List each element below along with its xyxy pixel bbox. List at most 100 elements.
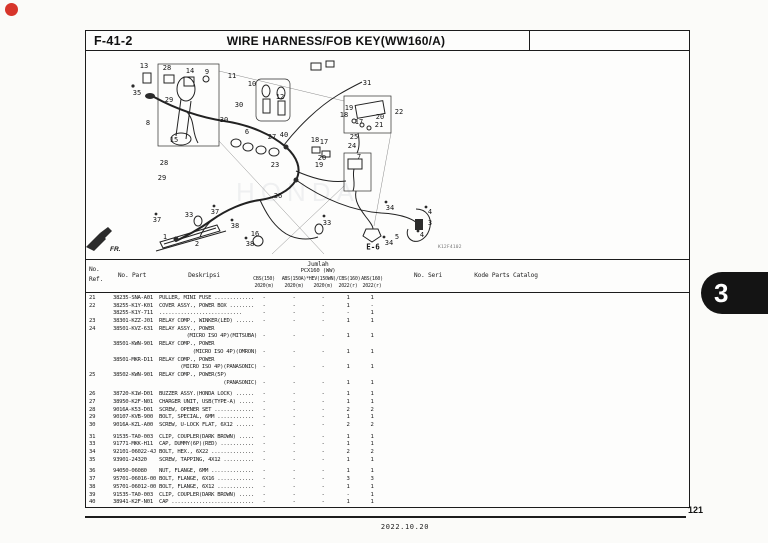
- qty-cell: 1: [346, 414, 350, 421]
- diagram-callout-24: 24: [347, 142, 357, 150]
- part-number-cell: 38502-KWN-901: [113, 371, 153, 378]
- diagram-callout-30: 30: [234, 101, 244, 109]
- description-cell: BOLT, SPECIAL, 6MM ............: [159, 414, 255, 421]
- description-cell: BOLT, HEX., 6X22 ..............: [159, 449, 255, 456]
- diagram-callout-38: 38: [230, 222, 240, 230]
- diagram-callout-18: 18: [339, 111, 349, 119]
- qty-cell: -: [346, 491, 350, 498]
- ref-no-cell: 23: [89, 318, 96, 325]
- part-number-cell: 38501-KVZ-631: [113, 325, 153, 332]
- qty-cell: -: [292, 476, 296, 483]
- qty-cell: -: [321, 476, 325, 483]
- qty-cell: -: [292, 398, 296, 405]
- qty-cell: -: [292, 468, 296, 475]
- part-number-cell: 38255-K1Y-K01: [113, 302, 153, 309]
- diagram-callout-14: 14: [185, 67, 195, 75]
- qty-cell: -: [262, 441, 266, 448]
- qty-cell: -: [262, 333, 266, 340]
- description-cell: CHARGER UNIT, USB(TYPE-A) .....: [159, 398, 255, 405]
- part-number-cell: 91535-TA0-003: [113, 491, 153, 498]
- table-row: 37 95701-06016-00 BOLT, FLANGE, 6X16 .....…: [86, 476, 689, 484]
- diagram-callout-38: 38: [245, 240, 255, 248]
- table-row: 33 91771-MKK-H11 CAP, DUMMY(6P)(RED) .....…: [86, 441, 689, 449]
- part-number-cell: 9016A-KZL-A00: [113, 422, 153, 428]
- ref-no-cell: 21: [89, 295, 96, 301]
- description-cell: (MICRO ISO 4P)(MITSUBA): [186, 333, 257, 340]
- table-row: 40 38941-K2F-N01 CAP .....................…: [86, 499, 689, 507]
- description-cell: RELAY ASSY., POWER: [159, 325, 215, 332]
- col-ref-line1: No.: [89, 266, 100, 273]
- table-row: 38501-MKR-D11 RELAY COMP., POWER: [86, 357, 689, 365]
- part-number-cell: 38941-K2F-N01: [113, 499, 153, 506]
- qty-cell: -: [292, 318, 296, 325]
- diagram-callout-18: 18: [310, 136, 320, 144]
- table-header: No. Ref. No. Part Deskripsi Jumlah PCX16…: [86, 259, 689, 293]
- table-row: 30 9016A-KZL-A00 SCREW, U-LOCK FLAT, 6X12 …: [86, 422, 689, 430]
- table-row: (MICRO ISO 4P)(PANASONIC) - - -1 1: [86, 364, 689, 372]
- description-cell: NUT, FLANGE, 6MM ..............: [159, 468, 255, 475]
- header-divider: [529, 31, 530, 51]
- diagram-callout-15: 15: [169, 136, 179, 144]
- table-row: 31 91535-TA0-003 CLIP, COUPLER(DARK BROWN)…: [86, 434, 689, 442]
- qty-cell: -: [262, 414, 266, 421]
- qty-cell: 1: [370, 398, 374, 405]
- page-title: WIRE HARNESS/FOB KEY(WW160/A): [226, 34, 446, 48]
- col-model: PCX160 (WW): [300, 268, 336, 274]
- diagram-callout-8: 8: [145, 119, 151, 127]
- ref-no-cell: 38: [89, 483, 96, 490]
- diagram-callout-36: 36: [273, 192, 283, 200]
- qty-cell: -: [292, 302, 296, 309]
- ref-no-cell: 29: [89, 414, 96, 421]
- ref-no-cell: 24: [89, 325, 96, 332]
- qty-cell: -: [292, 333, 296, 340]
- diagram-callout-29: 29: [157, 174, 167, 182]
- col-year: 2020(m): [313, 283, 333, 289]
- qty-cell: -: [292, 441, 296, 448]
- diagram-callout-6: 6: [244, 128, 250, 136]
- qty-cell: -: [262, 379, 266, 386]
- qty-cell: 1: [370, 491, 374, 498]
- qty-cell: 1: [370, 348, 374, 355]
- qty-cell: -: [262, 491, 266, 498]
- table-row: 38501-KWN-901 RELAY COMP., POWER: [86, 341, 689, 349]
- diagram-callout-17: 17: [354, 118, 364, 126]
- col-variant-first: CBS(150): [253, 276, 275, 282]
- qty-cell: -: [262, 422, 266, 428]
- description-cell: SCREW, U-LOCK FLAT, 6X12 ......: [159, 422, 255, 428]
- part-number-cell: 92101-06022-4J: [113, 449, 156, 456]
- qty-cell: -: [321, 449, 325, 456]
- diagram-callout-34: 34: [384, 239, 394, 247]
- diagram-callout-12: 12: [275, 93, 285, 101]
- ref-no-cell: 27: [89, 398, 96, 405]
- catalog-page-frame: F-41-2 WIRE HARNESS/FOB KEY(WW160/A) HON…: [85, 30, 690, 508]
- ref-no-cell: 26: [89, 391, 96, 398]
- footer-date: 2022.10.20: [380, 523, 430, 531]
- qty-cell: -: [321, 491, 325, 498]
- fr-stamp: FR.: [110, 246, 121, 253]
- qty-cell: -: [262, 483, 266, 490]
- description-cell: CLIP, COUPLER(DARK BROWN) .....: [159, 491, 255, 498]
- diagram-callout-28: 28: [159, 159, 169, 167]
- part-number-cell: 38255-K1Y-711: [113, 310, 153, 317]
- qty-cell: 1: [346, 441, 350, 448]
- table-row: 26 38720-K1W-D01 BUZZER ASSY.(HONDA LOCK) …: [86, 391, 689, 399]
- table-row: 38 95701-06012-00 BOLT, FLANGE, 6X12 .....…: [86, 484, 689, 492]
- section-tab-number: 3: [714, 278, 729, 308]
- diagram-callout-11: 11: [227, 72, 237, 80]
- qty-cell: -: [292, 348, 296, 355]
- qty-cell: 1: [346, 364, 350, 371]
- diagram-area: HONDA: [86, 51, 689, 259]
- diagram-callout-25: 25: [349, 133, 359, 141]
- diagram-callout-33: 33: [322, 219, 332, 227]
- ref-no-cell: 39: [89, 491, 96, 498]
- qty-cell: 1: [370, 379, 374, 386]
- description-cell: (MICRO ISO 4P)(OMRON): [192, 348, 258, 355]
- qty-cell: 1: [346, 302, 350, 309]
- qty-cell: -: [292, 422, 296, 428]
- part-number-cell: 93901-24320: [113, 456, 147, 463]
- qty-cell: 2: [370, 406, 374, 413]
- diagram-callout-10: 10: [247, 80, 257, 88]
- ref-no-cell: 35: [89, 456, 96, 463]
- qty-cell: 2: [370, 422, 374, 428]
